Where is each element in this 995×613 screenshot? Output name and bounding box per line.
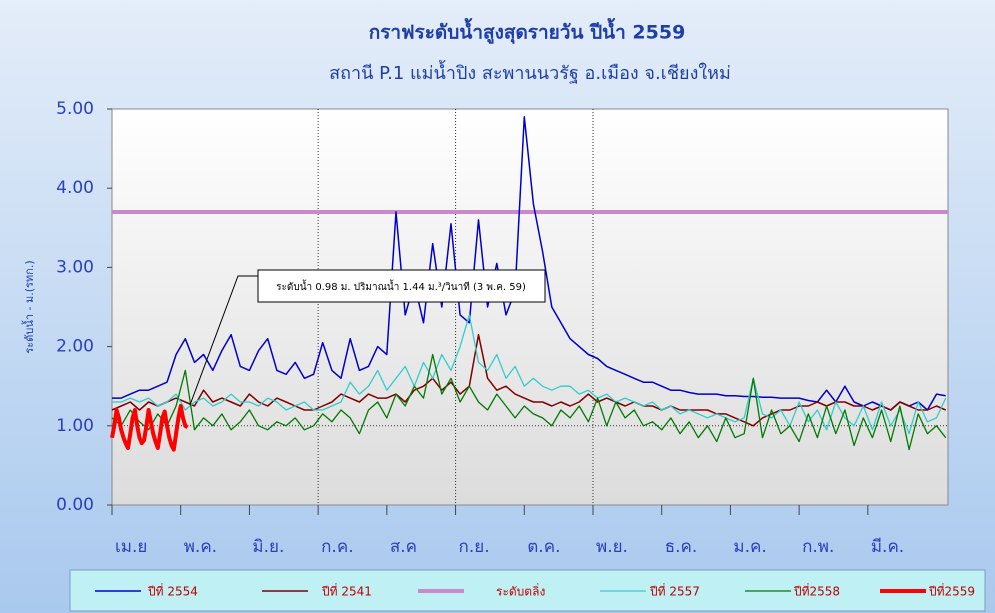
x-tick-label: พ.ค. — [184, 537, 217, 557]
series-line — [112, 116, 946, 411]
series-line — [111, 333, 946, 427]
chart-title: กราฟระดับน้ำสูงสุดรายวัน ปีน้ำ 2559 — [369, 18, 686, 45]
y-tick-label: 0.00 — [56, 495, 94, 515]
x-tick-label: มี.ค. — [871, 537, 904, 557]
legend-label: ระดับตลิ่ง — [496, 583, 545, 599]
x-tick-label: มิ.ย. — [252, 537, 284, 557]
y-tick-label: 1.00 — [56, 416, 94, 436]
y-axis-label: ระดับน้ำ - ม.(รทก.) — [21, 260, 36, 353]
chart-subtitle: สถานี P.1 แม่น้ำปิง สะพานนวรัฐ อ.เมือง จ… — [329, 60, 731, 84]
legend-box — [69, 569, 986, 612]
y-tick-label: 2.00 — [56, 337, 94, 357]
x-tick-label: พ.ย. — [596, 537, 628, 557]
legend-label: ปีที่ 2557 — [649, 583, 699, 599]
legend-label: ปีที่ 2541 — [321, 583, 371, 599]
x-tick-label: ธ.ค. — [665, 537, 698, 557]
x-tick-label: ก.ค. — [321, 537, 353, 557]
series-line — [111, 353, 947, 451]
y-tick-label: 4.00 — [56, 178, 94, 198]
x-tick-label: ก.ย. — [459, 537, 490, 557]
legend-label: ปีที่2558 — [793, 583, 840, 599]
annotation: ระดับน้ำ 0.98 ม. ปริมาณน้ำ 1.44 ม.³/วินา… — [276, 279, 526, 293]
y-tick-label: 5.00 — [56, 99, 94, 119]
legend-label: ปีที่2559 — [928, 583, 975, 599]
x-tick-label: ก.พ. — [802, 537, 834, 557]
series-line — [110, 404, 189, 452]
x-tick-label: ม.ค. — [733, 537, 766, 557]
y-tick-label: 3.00 — [56, 257, 94, 277]
legend-label: ปีที่ 2554 — [147, 583, 197, 599]
annotation-box — [257, 269, 546, 303]
x-tick-label: ต.ค. — [527, 537, 560, 557]
x-tick-label: เม.ย — [115, 537, 147, 557]
x-tick-label: ส.ค — [390, 537, 417, 557]
annotation-leader — [189, 275, 258, 406]
